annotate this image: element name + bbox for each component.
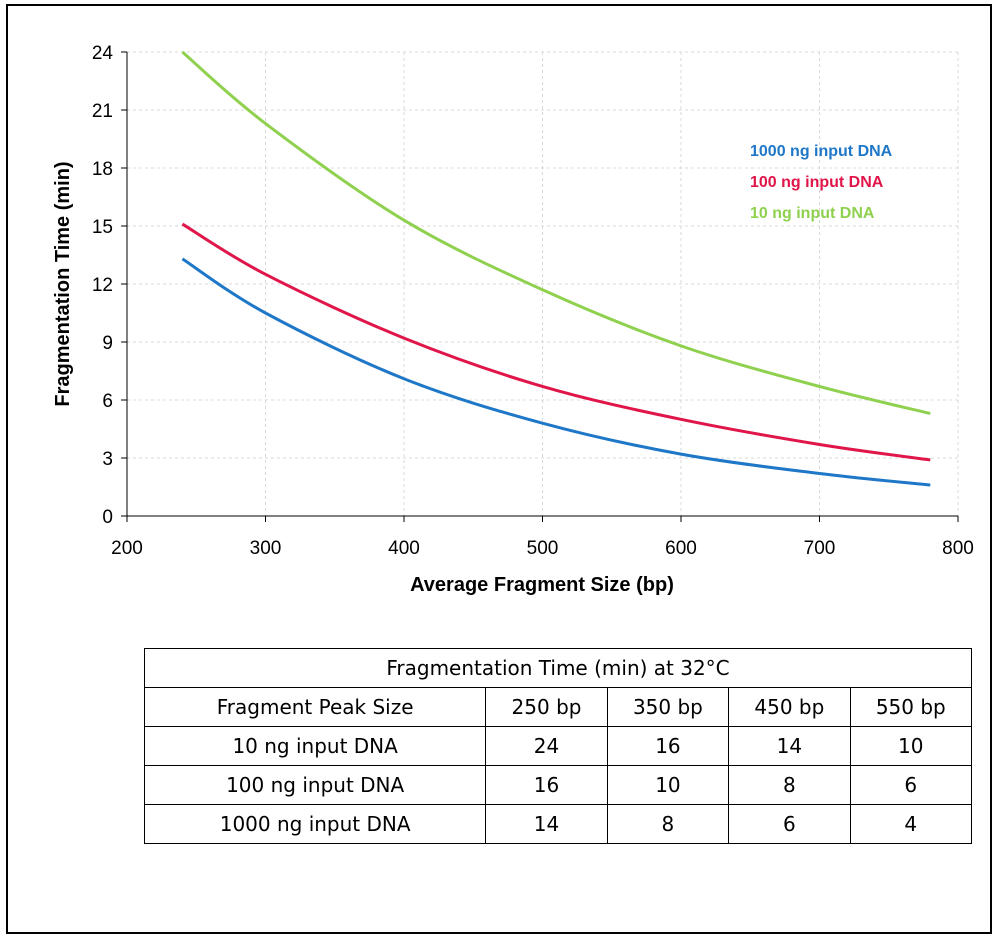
table-row: 10 ng input DNA 24 16 14 10 <box>143 726 973 766</box>
y-tick-label: 12 <box>92 275 113 296</box>
fragmentation-chart: 0 3 6 9 12 15 18 21 24 200 300 400 500 600 700 800 100… <box>52 43 974 596</box>
x-tick-label: 200 <box>111 538 143 559</box>
y-tick-label: 21 <box>92 101 113 122</box>
table-cell: 16 <box>606 726 730 766</box>
table-header-cell: 550 bp <box>849 687 973 727</box>
table-cell: 10 ng input DNA <box>143 726 487 766</box>
table-header-cell: 250 bp <box>485 687 608 727</box>
table-cell: 8 <box>606 804 730 844</box>
table-cell: 14 <box>485 804 608 844</box>
table-cell: 14 <box>728 726 851 766</box>
series-line-0 <box>181 257 931 487</box>
y-tick-labels: 0 3 6 9 12 15 18 21 24 <box>92 43 114 528</box>
table-header-cell: 350 bp <box>606 687 730 727</box>
legend: 1000 ng input DNA 100 ng input DNA 10 ng i… <box>750 143 893 222</box>
y-tick-label: 0 <box>102 507 113 528</box>
y-tick-label: 15 <box>92 217 113 238</box>
table-cell: 24 <box>485 726 608 766</box>
series-line-2 <box>181 50 931 415</box>
y-tick-label: 18 <box>92 159 113 180</box>
table-title-row: Fragmentation Time (min) at 32°C <box>144 648 972 688</box>
table-cell: 10 <box>849 726 973 766</box>
y-axis-title: Fragmentation Time (min) <box>52 161 74 406</box>
table-header-cell: Fragment Peak Size <box>143 687 487 727</box>
axes <box>121 51 959 522</box>
legend-item-1: 100 ng input DNA <box>750 174 884 191</box>
table-cell: 8 <box>728 765 851 805</box>
y-tick-label: 3 <box>102 449 113 470</box>
table-cell: 100 ng input DNA <box>143 765 487 805</box>
series-lines <box>181 50 931 487</box>
legend-item-0: 1000 ng input DNA <box>750 143 893 160</box>
x-tick-labels: 200 300 400 500 600 700 800 <box>111 538 974 559</box>
x-tick-label: 600 <box>665 538 697 559</box>
table-cell: 16 <box>485 765 608 805</box>
table-header-row: Fragment Peak Size 250 bp 350 bp 450 bp … <box>143 687 973 727</box>
table-cell: 6 <box>728 804 851 844</box>
y-tick-label: 24 <box>92 43 114 64</box>
x-tick-label: 400 <box>388 538 420 559</box>
x-axis-title: Average Fragment Size (bp) <box>410 574 674 596</box>
fragmentation-table: Fragmentation Time (min) at 32°C Fragmen… <box>143 648 973 844</box>
table-header-cell: 450 bp <box>728 687 851 727</box>
y-tick-label: 6 <box>102 391 113 412</box>
grid-lines <box>127 51 959 516</box>
x-tick-label: 700 <box>804 538 836 559</box>
table-row: 100 ng input DNA 16 10 8 6 <box>143 765 973 805</box>
series-line-1 <box>181 222 931 462</box>
table-cell: 4 <box>849 804 973 844</box>
x-tick-label: 300 <box>250 538 282 559</box>
table-cell: 1000 ng input DNA <box>143 804 487 844</box>
table-title: Fragmentation Time (min) at 32°C <box>144 648 972 688</box>
table-cell: 6 <box>849 765 973 805</box>
table-cell: 10 <box>606 765 730 805</box>
table-row: 1000 ng input DNA 14 8 6 4 <box>143 804 973 844</box>
x-tick-label: 500 <box>527 538 559 559</box>
x-tick-label: 800 <box>942 538 974 559</box>
y-tick-label: 9 <box>102 333 113 354</box>
legend-item-2: 10 ng input DNA <box>750 205 875 222</box>
